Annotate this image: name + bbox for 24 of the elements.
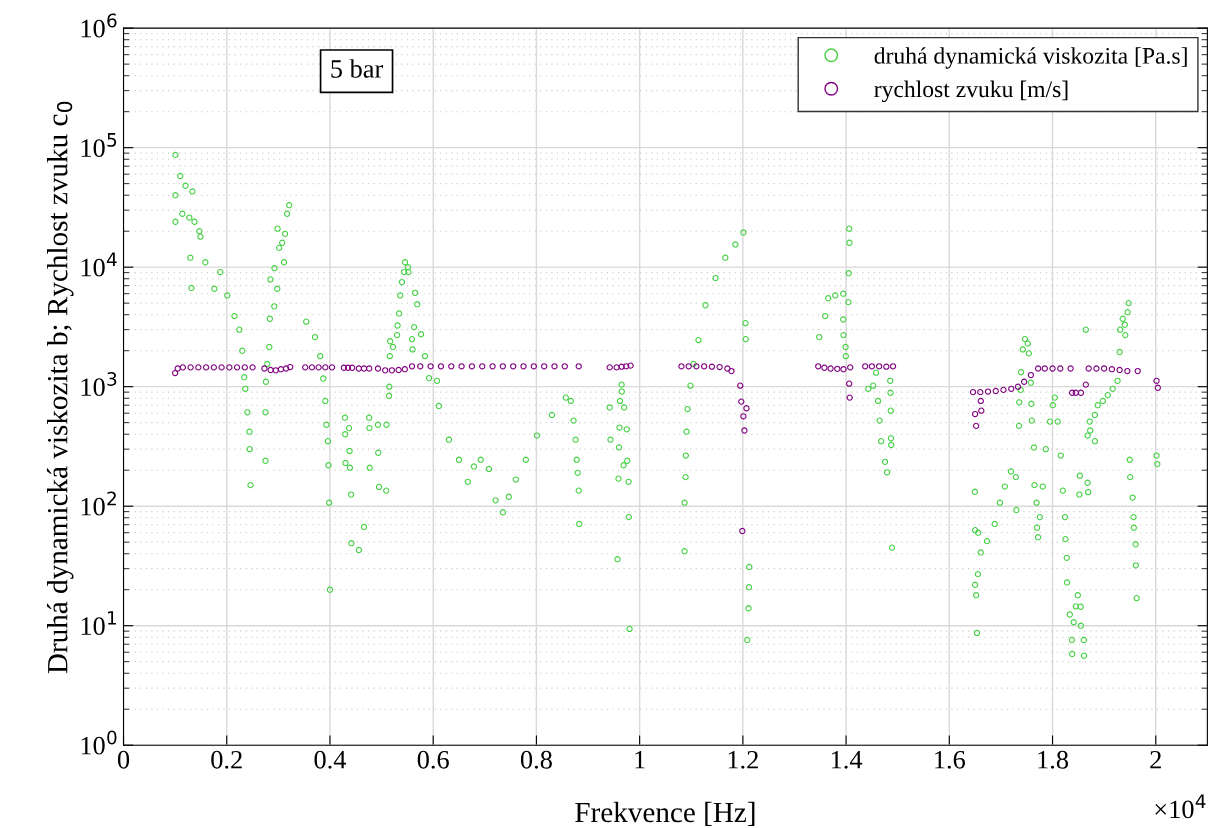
annotation: 5 bar: [331, 59, 384, 78]
x-tick-label: 0: [117, 750, 130, 769]
x-tick-label: 1.8: [1038, 750, 1069, 769]
x-tick-label: 1: [635, 750, 645, 769]
x-axis-title: Frekvence [Hz]: [575, 801, 755, 826]
legend-label: rychlost zvuku [m/s]: [874, 80, 1068, 103]
x-tick-label: 1.6: [935, 750, 966, 769]
x-tick-label: 2: [1150, 750, 1161, 769]
y-tick-label: 10$^{0}$: [81, 730, 117, 755]
x-tick-label: 0.4: [314, 750, 347, 769]
y-tick-label: 10$^{5}$: [81, 133, 117, 157]
y-tick-label: 10$^{2}$: [81, 491, 116, 516]
legend-label: druhá dynamická viskozita [Pa.s]: [874, 47, 1187, 69]
text: ×10$^{4}$: [1155, 794, 1206, 819]
y-tick-label: 10$^{4}$: [81, 252, 117, 277]
x-tick-label: 1.2: [728, 750, 758, 769]
x-tick-label: 0.8: [520, 750, 552, 769]
y-tick-label: 10$^{3}$: [81, 371, 117, 397]
y-tick-label: 10$^{6}$: [81, 13, 117, 38]
x-tick-label: 0.2: [211, 750, 242, 769]
y-tick-label: 10$^{1}$: [81, 611, 117, 635]
x-tick-label: 0.6: [417, 750, 449, 769]
x-tick-label: 1.4: [831, 750, 863, 769]
y-axis-title: Druhá dynamická viskozita b; Rychlost zvuku c$_{0}$: [46, 101, 74, 674]
